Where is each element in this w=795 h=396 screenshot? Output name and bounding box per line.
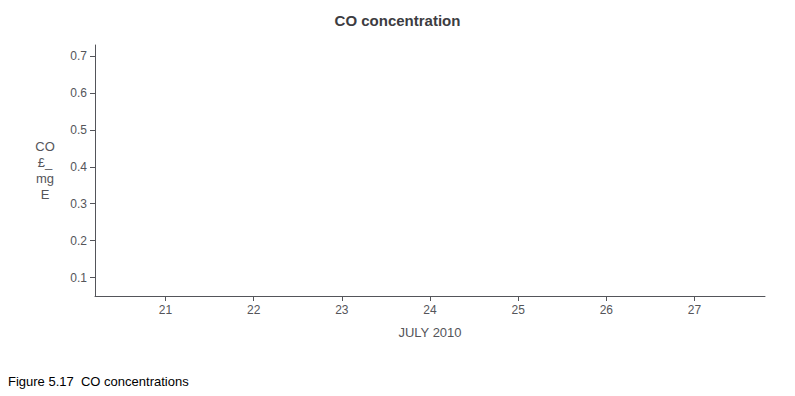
svg-text:0.5: 0.5 (70, 123, 87, 137)
svg-text:25: 25 (511, 303, 525, 317)
svg-text:0.7: 0.7 (70, 49, 87, 63)
svg-text:27: 27 (688, 303, 702, 317)
svg-text:23: 23 (335, 303, 349, 317)
svg-text:0.2: 0.2 (70, 234, 87, 248)
svg-text:0.4: 0.4 (70, 160, 87, 174)
svg-text:0.1: 0.1 (70, 271, 87, 285)
svg-text:£_: £_ (38, 155, 53, 170)
svg-text:0.6: 0.6 (70, 86, 87, 100)
svg-text:0.3: 0.3 (70, 197, 87, 211)
svg-text:mg: mg (36, 171, 54, 186)
svg-text:E: E (41, 187, 50, 202)
svg-text:24: 24 (423, 303, 437, 317)
svg-text:CO: CO (35, 139, 55, 154)
svg-text:CO concentration: CO concentration (335, 12, 461, 29)
svg-text:JULY 2010: JULY 2010 (398, 325, 461, 340)
svg-text:21: 21 (159, 303, 173, 317)
svg-text:Figure 5.17 CO concentrations: Figure 5.17 CO concentrations (8, 374, 189, 389)
svg-text:26: 26 (600, 303, 614, 317)
svg-text:22: 22 (247, 303, 261, 317)
